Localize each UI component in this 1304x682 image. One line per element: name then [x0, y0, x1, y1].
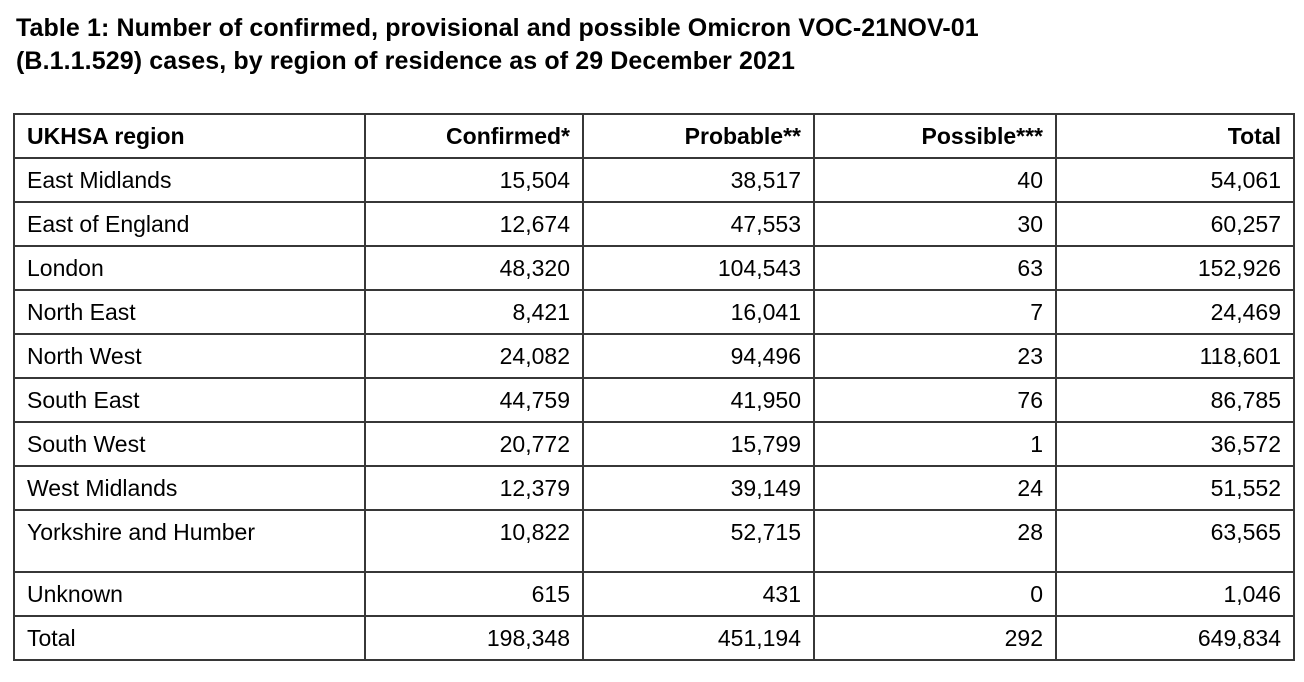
cell-probable: 431	[582, 571, 815, 617]
cell-region: North East	[13, 289, 366, 335]
cell-confirmed: 8,421	[364, 289, 584, 335]
cell-possible: 28	[813, 509, 1057, 573]
table-row: Unknown 615 431 0 1,046	[13, 571, 1295, 617]
cell-probable: 104,543	[582, 245, 815, 291]
cell-total: 86,785	[1055, 377, 1295, 423]
table-row: North West 24,082 94,496 23 118,601	[13, 333, 1295, 379]
cell-probable: 39,149	[582, 465, 815, 511]
table-row: South West 20,772 15,799 1 36,572	[13, 421, 1295, 467]
table-row: West Midlands 12,379 39,149 24 51,552	[13, 465, 1295, 511]
cell-possible: 0	[813, 571, 1057, 617]
cell-region: South West	[13, 421, 366, 467]
cell-region: North West	[13, 333, 366, 379]
cell-possible: 1	[813, 421, 1057, 467]
cell-total: 152,926	[1055, 245, 1295, 291]
table-row: Yorkshire and Humber 10,822 52,715 28 63…	[13, 509, 1295, 573]
cell-possible: 7	[813, 289, 1057, 335]
cell-confirmed: 12,674	[364, 201, 584, 247]
table-row: East of England 12,674 47,553 30 60,257	[13, 201, 1295, 247]
cell-region: East of England	[13, 201, 366, 247]
column-header-region: UKHSA region	[13, 113, 366, 159]
cell-confirmed: 12,379	[364, 465, 584, 511]
cell-region: East Midlands	[13, 157, 366, 203]
cell-total: 649,834	[1055, 615, 1295, 661]
table-title-line2: (B.1.1.529) cases, by region of residenc…	[16, 47, 796, 75]
table-title-line1: Table 1: Number of confirmed, provisiona…	[16, 14, 979, 42]
cell-probable: 94,496	[582, 333, 815, 379]
cell-total: 36,572	[1055, 421, 1295, 467]
table-row: South East 44,759 41,950 76 86,785	[13, 377, 1295, 423]
cell-possible: 30	[813, 201, 1057, 247]
cell-probable: 451,194	[582, 615, 815, 661]
cell-possible: 23	[813, 333, 1057, 379]
cell-possible: 292	[813, 615, 1057, 661]
cell-confirmed: 15,504	[364, 157, 584, 203]
cell-confirmed: 20,772	[364, 421, 584, 467]
cell-probable: 41,950	[582, 377, 815, 423]
cell-probable: 15,799	[582, 421, 815, 467]
table-row: North East 8,421 16,041 7 24,469	[13, 289, 1295, 335]
cell-total: 24,469	[1055, 289, 1295, 335]
cell-possible: 24	[813, 465, 1057, 511]
cell-possible: 63	[813, 245, 1057, 291]
omicron-cases-table: UKHSA region Confirmed* Probable** Possi…	[13, 113, 1295, 661]
cell-total: 54,061	[1055, 157, 1295, 203]
cell-confirmed: 10,822	[364, 509, 584, 573]
column-header-probable: Probable**	[582, 113, 815, 159]
header-row: UKHSA region Confirmed* Probable** Possi…	[13, 113, 1295, 159]
cell-total: 51,552	[1055, 465, 1295, 511]
cell-confirmed: 198,348	[364, 615, 584, 661]
total-row: Total 198,348 451,194 292 649,834	[13, 615, 1295, 661]
table-title: Table 1: Number of confirmed, provisiona…	[16, 12, 1284, 78]
column-header-total: Total	[1055, 113, 1295, 159]
cell-region: Total	[13, 615, 366, 661]
table-row: London 48,320 104,543 63 152,926	[13, 245, 1295, 291]
cell-confirmed: 44,759	[364, 377, 584, 423]
cell-region: Yorkshire and Humber	[13, 509, 366, 573]
cell-confirmed: 615	[364, 571, 584, 617]
cell-region: Unknown	[13, 571, 366, 617]
cell-region: London	[13, 245, 366, 291]
cell-total: 1,046	[1055, 571, 1295, 617]
cell-total: 60,257	[1055, 201, 1295, 247]
cell-probable: 47,553	[582, 201, 815, 247]
cell-total: 63,565	[1055, 509, 1295, 573]
cell-total: 118,601	[1055, 333, 1295, 379]
column-header-confirmed: Confirmed*	[364, 113, 584, 159]
cell-probable: 38,517	[582, 157, 815, 203]
cell-region: West Midlands	[13, 465, 366, 511]
cell-possible: 76	[813, 377, 1057, 423]
cell-region: South East	[13, 377, 366, 423]
cell-confirmed: 48,320	[364, 245, 584, 291]
cell-probable: 16,041	[582, 289, 815, 335]
cell-possible: 40	[813, 157, 1057, 203]
table-row: East Midlands 15,504 38,517 40 54,061	[13, 157, 1295, 203]
cell-probable: 52,715	[582, 509, 815, 573]
cell-confirmed: 24,082	[364, 333, 584, 379]
column-header-possible: Possible***	[813, 113, 1057, 159]
